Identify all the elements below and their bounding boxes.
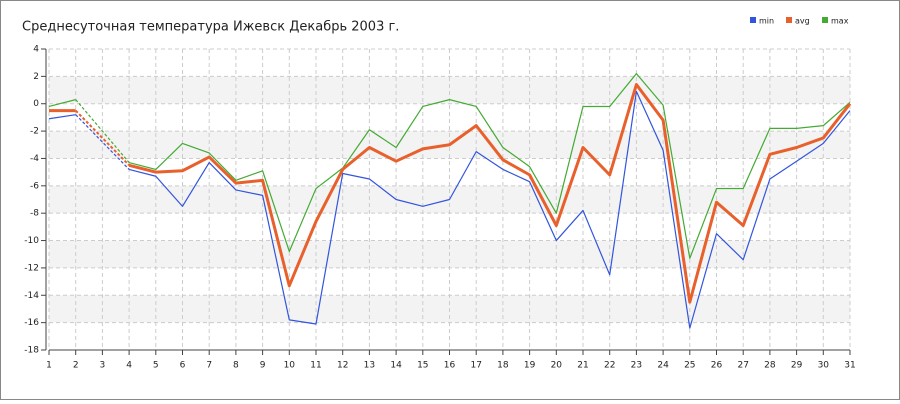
gap-connector bbox=[75, 99, 130, 163]
x-tick-label: 17 bbox=[470, 361, 481, 371]
x-tick-label: 8 bbox=[233, 361, 239, 371]
legend-swatch bbox=[822, 17, 828, 23]
y-tick-label: -8 bbox=[30, 209, 39, 219]
series-line bbox=[48, 90, 851, 329]
x-tick-label: 10 bbox=[284, 361, 296, 371]
chart-title: Среднесуточная температура Ижевск Декабр… bbox=[22, 20, 399, 35]
x-tick-label: 14 bbox=[390, 361, 402, 371]
gap-connector bbox=[75, 114, 130, 170]
series-line bbox=[49, 83, 852, 304]
y-tick-label: -6 bbox=[30, 181, 39, 191]
y-tick-label: -16 bbox=[24, 318, 39, 328]
y-tick-label: -18 bbox=[24, 346, 39, 356]
x-tick-label: 30 bbox=[818, 361, 830, 371]
x-tick-label: 12 bbox=[337, 361, 348, 371]
x-tick-label: 4 bbox=[126, 361, 132, 371]
legend-label: avg bbox=[795, 17, 810, 26]
x-tick-label: 23 bbox=[631, 361, 642, 371]
x-tick-label: 11 bbox=[310, 361, 321, 371]
legend-label: min bbox=[759, 17, 774, 26]
x-tick-label: 13 bbox=[364, 361, 375, 371]
x-tick-label: 6 bbox=[180, 361, 186, 371]
x-tick-label: 22 bbox=[604, 361, 615, 371]
x-tick-label: 18 bbox=[497, 361, 509, 371]
legend-label: max bbox=[831, 17, 849, 26]
x-tick-label: 7 bbox=[206, 361, 212, 371]
y-tick-label: 4 bbox=[33, 45, 39, 55]
x-tick-label: 9 bbox=[260, 361, 266, 371]
x-tick-label: 15 bbox=[417, 361, 428, 371]
x-tick-label: 20 bbox=[551, 361, 563, 371]
y-tick-label: -2 bbox=[30, 127, 39, 137]
y-tick-label: -14 bbox=[24, 291, 39, 301]
x-tick-label: 19 bbox=[524, 361, 536, 371]
x-tick-label: 24 bbox=[657, 361, 669, 371]
x-tick-label: 25 bbox=[684, 361, 695, 371]
x-tick-label: 28 bbox=[764, 361, 776, 371]
x-tick-label: 29 bbox=[791, 361, 803, 371]
gap-connector bbox=[74, 109, 130, 166]
y-tick-label: -10 bbox=[24, 236, 39, 246]
legend-swatch bbox=[750, 17, 756, 23]
series-line bbox=[48, 73, 851, 259]
x-tick-label: 1 bbox=[46, 361, 52, 371]
x-tick-label: 26 bbox=[711, 361, 723, 371]
y-tick-label: 2 bbox=[33, 72, 39, 82]
legend-swatch bbox=[786, 17, 792, 23]
y-tick-label: 0 bbox=[33, 99, 39, 109]
x-tick-label: 5 bbox=[153, 361, 159, 371]
x-tick-label: 27 bbox=[737, 361, 748, 371]
y-tick-label: -12 bbox=[24, 263, 39, 273]
y-tick-label: -4 bbox=[30, 154, 39, 164]
x-tick-label: 21 bbox=[577, 361, 588, 371]
x-tick-label: 31 bbox=[844, 361, 855, 371]
x-tick-label: 2 bbox=[73, 361, 79, 371]
x-tick-label: 16 bbox=[444, 361, 456, 371]
x-tick-label: 3 bbox=[100, 361, 106, 371]
